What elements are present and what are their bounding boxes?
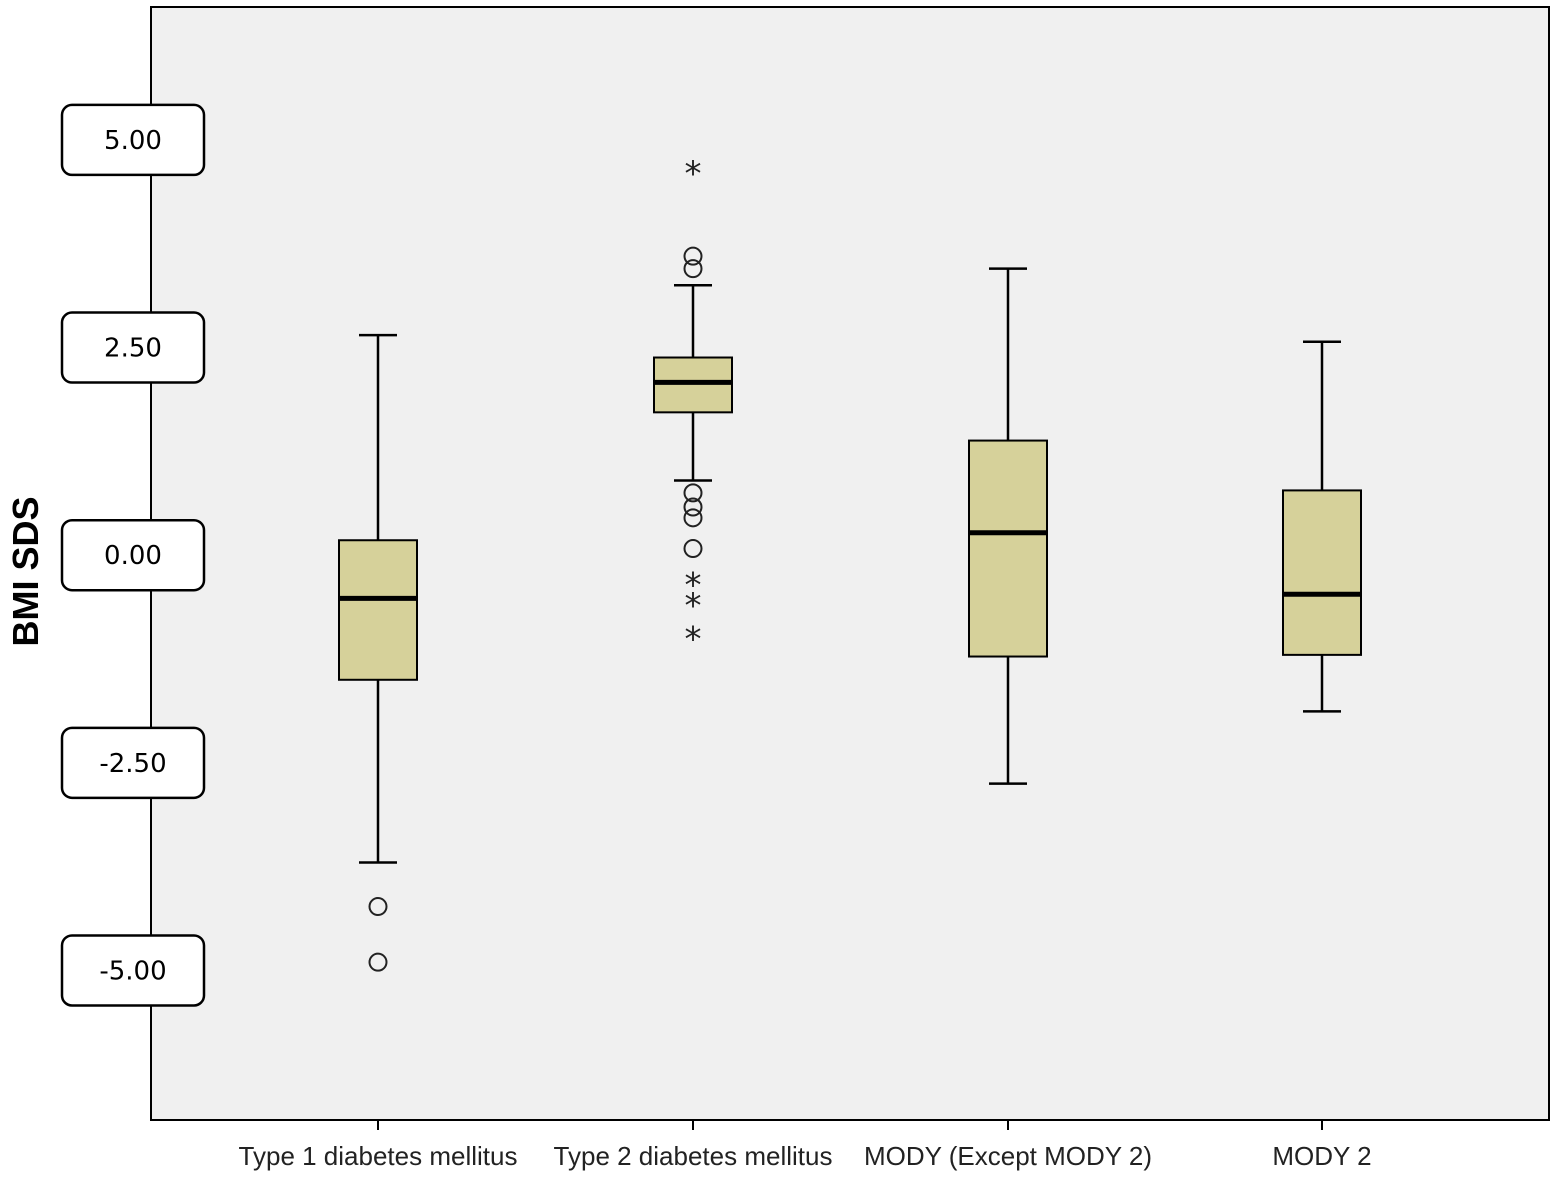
y-tick-label-box [60, 103, 206, 177]
outlier-star: * [685, 586, 702, 626]
x-category-label: Type 2 diabetes mellitus [554, 1141, 833, 1171]
box-iqr [968, 439, 1048, 658]
y-tick-label-box [60, 518, 206, 592]
y-tick-label: -2.50 [99, 749, 166, 779]
x-category-label: MODY (Except MODY 2) [864, 1141, 1152, 1171]
x-category-label: Type 1 diabetes mellitus [239, 1141, 518, 1171]
outlier-circle [683, 497, 703, 517]
box-iqr [1282, 489, 1362, 656]
outlier-circle [368, 952, 388, 972]
box-iqr [338, 539, 418, 681]
y-tick-label: 5.00 [104, 126, 162, 156]
y-tick-label: 2.50 [104, 334, 162, 364]
outlier-star: * [685, 154, 702, 194]
outlier-star: * [685, 619, 702, 659]
x-category-label: MODY 2 [1272, 1141, 1371, 1171]
outlier-circle [683, 508, 703, 528]
outlier-circle [683, 259, 703, 279]
y-tick-label-box [60, 726, 206, 800]
y-tick-label: -5.00 [99, 956, 166, 986]
outlier-circle [683, 246, 703, 266]
outlier-circle [683, 483, 703, 503]
y-tick-label-box [60, 934, 206, 1007]
y-tick-label: 0.00 [104, 541, 162, 571]
outlier-circle [683, 539, 703, 559]
y-tick-label-box [60, 311, 206, 384]
y-axis-label: BMI SDS [5, 496, 46, 646]
outlier-star: * [685, 565, 702, 605]
outlier-circle [368, 897, 388, 917]
